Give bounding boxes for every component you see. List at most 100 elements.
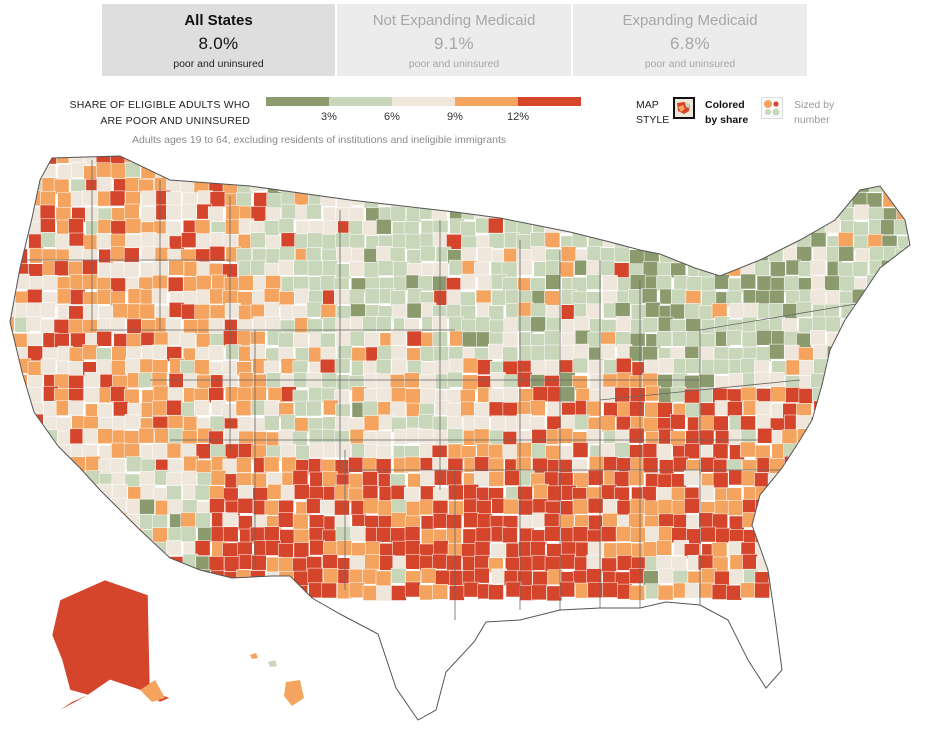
county-cell (896, 414, 910, 430)
county-cell (502, 204, 519, 221)
county-cell (420, 245, 436, 262)
county-cell (10, 263, 16, 279)
county-cell (614, 246, 630, 263)
county-cell (768, 289, 785, 306)
county-cell (166, 442, 183, 459)
county-cell (897, 191, 910, 207)
county-cell (10, 176, 17, 192)
county-cell (698, 485, 715, 501)
county-cell (375, 373, 392, 390)
county-cell (153, 570, 169, 586)
county-cell (880, 360, 897, 377)
county-cell (837, 402, 854, 419)
county-cell (712, 513, 728, 530)
county-cell (811, 445, 827, 462)
county-cell (546, 162, 562, 179)
county-cell (614, 302, 631, 318)
county-cell (26, 315, 42, 332)
county-cell (375, 156, 392, 165)
county-cell (110, 386, 126, 402)
legend-title-line: SHARE OF ELIGIBLE ADULTS WHO (69, 99, 250, 111)
county-cell (319, 358, 336, 375)
county-cell (812, 156, 829, 167)
tab-expanding[interactable]: Expanding Medicaid 6.8% poor and uninsur… (573, 4, 807, 76)
county-cell (544, 205, 560, 222)
county-cell (754, 218, 771, 235)
county-cell (519, 156, 535, 164)
county-cell (433, 262, 449, 279)
county-cell (810, 204, 826, 220)
county-cell (628, 470, 645, 486)
county-cell (797, 156, 813, 166)
legend-title-line: ARE POOR AND UNINSURED (100, 115, 250, 127)
county-cell (840, 556, 856, 573)
county-cell (433, 156, 450, 164)
county-cell (82, 274, 99, 290)
county-cell (712, 156, 729, 164)
county-cell (151, 344, 168, 361)
county-cell (194, 359, 210, 375)
county-cell (334, 499, 350, 516)
county-cell (154, 427, 170, 444)
county-cell (421, 179, 438, 195)
county-cell (82, 259, 98, 276)
county-cell (349, 330, 366, 347)
map-option-colored[interactable]: Colored by share (705, 98, 748, 128)
county-cell (56, 288, 73, 305)
county-cell (826, 179, 843, 196)
county-cell (418, 163, 434, 179)
county-cell (879, 539, 896, 556)
county-cell (488, 471, 505, 487)
county-cell (895, 163, 910, 179)
county-cell (784, 498, 800, 514)
county-cell (684, 443, 700, 459)
county-cell (238, 156, 254, 164)
county-map[interactable] (0, 150, 929, 734)
map-sized-icon[interactable] (761, 97, 783, 119)
county-cell (123, 247, 140, 264)
county-cell (768, 539, 784, 556)
map-colored-icon[interactable] (673, 97, 695, 119)
county-cell (727, 500, 744, 516)
county-cell (657, 473, 674, 490)
county-cell (853, 372, 870, 389)
tab-all-states[interactable]: All States 8.0% poor and uninsured (102, 4, 335, 76)
county-cell (503, 386, 519, 403)
county-cell (923, 415, 929, 430)
county-cell (265, 235, 281, 251)
county-cell (376, 445, 392, 461)
county-cell (922, 222, 929, 237)
tab-not-expanding[interactable]: Not Expanding Medicaid 9.1% poor and uni… (337, 4, 571, 76)
county-cell (547, 485, 563, 502)
county-cell (295, 347, 311, 364)
county-cell (869, 417, 886, 434)
county-cell (82, 304, 99, 320)
county-cell (755, 163, 772, 180)
county-cell (686, 205, 703, 221)
county-cell (547, 156, 563, 167)
county-cell (306, 400, 322, 417)
county-cell (826, 583, 842, 600)
map-option-sized[interactable]: Sized by number (794, 98, 834, 128)
county-cell (490, 415, 506, 432)
county-cell (320, 332, 336, 349)
county-cell (727, 232, 744, 248)
county-cell (799, 501, 815, 517)
county-cell (713, 358, 730, 375)
county-cell (741, 176, 758, 192)
county-cell (530, 541, 546, 557)
county-cell (112, 303, 129, 319)
county-cell (642, 346, 658, 362)
county-cell (351, 443, 367, 459)
county-cell (533, 483, 549, 500)
county-cell (754, 513, 770, 529)
county-cell (294, 288, 311, 305)
county-cell (824, 275, 840, 292)
county-cell (839, 540, 856, 556)
county-cell (911, 165, 926, 180)
county-cell (839, 374, 856, 390)
county-cell (321, 582, 337, 599)
county-cell (867, 498, 883, 515)
county-cell (799, 569, 815, 585)
county-cell (754, 260, 770, 277)
